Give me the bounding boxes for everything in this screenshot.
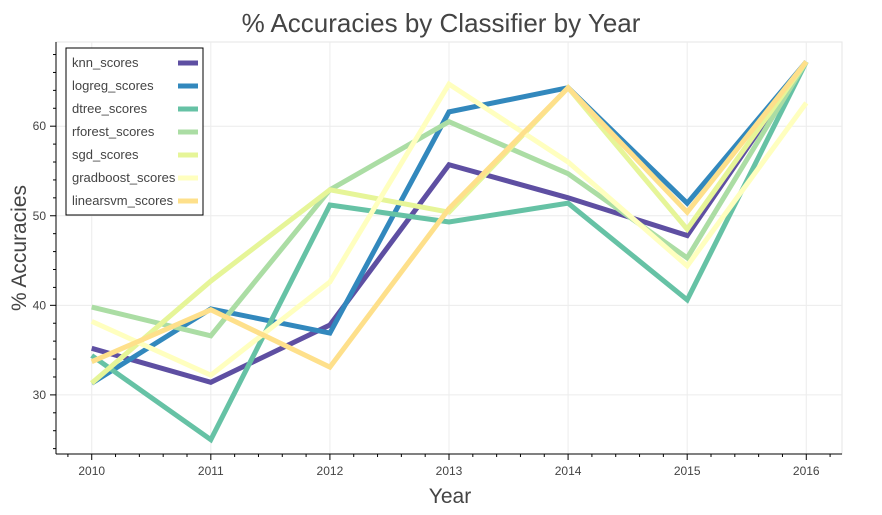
legend: knn_scores logreg_scores dtree_scoresrfore… (65, 47, 204, 216)
x-tick-label: 2012 (317, 464, 344, 478)
series-line-gradboost_scores (90, 80, 809, 379)
legend-label: sgd_scores (72, 147, 139, 162)
series-line-rforest_scores (91, 60, 809, 339)
x-tick-label: 2013 (436, 464, 463, 478)
legend-label: gradboost_scores (72, 170, 176, 185)
legend-label: rforest_scores (72, 124, 155, 139)
x-tick-label: 2010 (78, 464, 105, 478)
x-tick-label: 2016 (793, 464, 820, 478)
series-line-dtree_scores (90, 60, 809, 444)
series-line-knn_scores (91, 60, 809, 385)
legend-label: dtree_scores (72, 101, 148, 116)
y-tick-label: 40 (33, 298, 47, 312)
legend-label: knn_scores (72, 55, 139, 70)
x-tick-label: 2011 (198, 464, 224, 478)
y-tick-label: 60 (33, 119, 47, 133)
legend-label: logreg_scores (72, 78, 154, 93)
y-axis-ticks: 30 40 50 60 (33, 54, 56, 450)
y-tick-label: 50 (33, 209, 47, 223)
series-line-linearsvm_scores (90, 60, 809, 371)
x-axis-ticks: 2010 2011 2012 2013 2014 2015 2016 (67, 454, 831, 478)
y-tick-label: 30 (33, 388, 47, 402)
y-axis-title: % Accuracies (8, 185, 31, 311)
x-tick-label: 2015 (674, 464, 701, 478)
x-axis-title: Year (429, 485, 471, 508)
legend-label: linearsvm_scores (72, 193, 174, 208)
x-tick-label: 2014 (555, 464, 582, 478)
series-lines (90, 60, 809, 444)
chart-title: % Accuracies by Classifier by Year (242, 8, 641, 38)
